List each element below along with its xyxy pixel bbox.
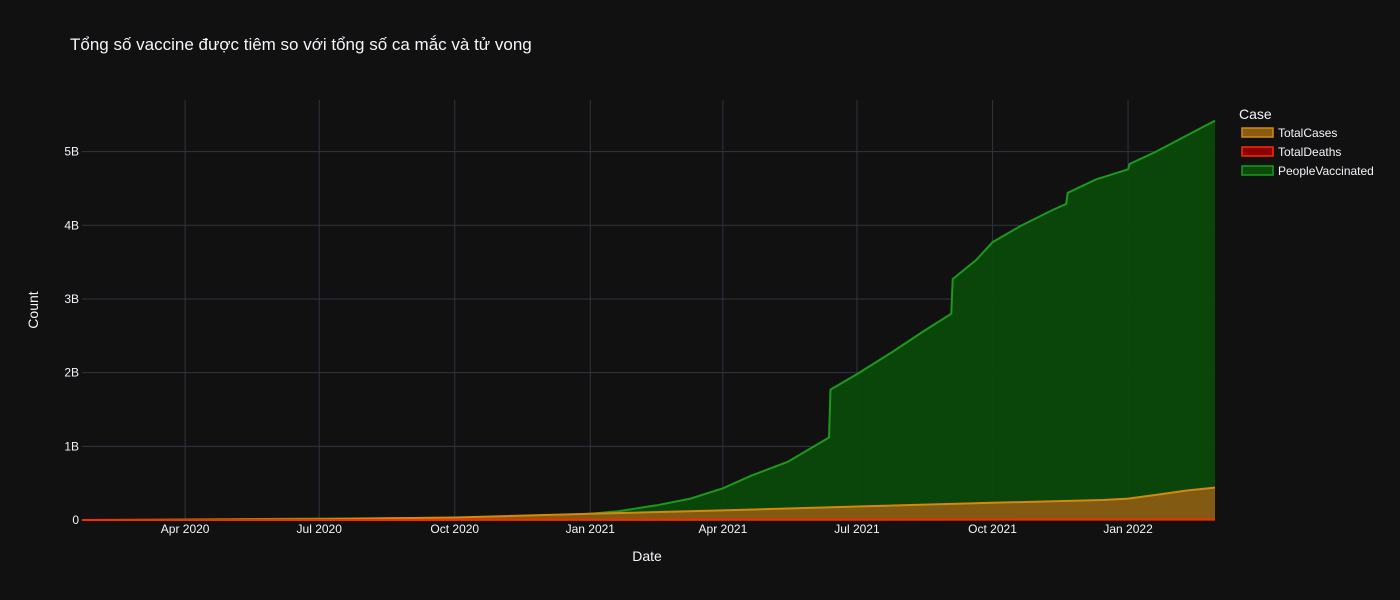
x-tick-label: Oct 2020 xyxy=(430,522,479,536)
x-tick-label: Jan 2022 xyxy=(1103,522,1153,536)
y-tick-label: 0 xyxy=(72,513,79,527)
area-totalcases xyxy=(82,487,1215,520)
y-tick-label: 4B xyxy=(64,218,79,232)
legend-swatch xyxy=(1241,165,1274,176)
legend-label: PeopleVaccinated xyxy=(1278,164,1374,178)
x-axis-ticks: Apr 2020 Jul 2020 Oct 2020 Jan 2021 Apr 2021… xyxy=(161,522,1153,536)
area-peoplevaccinated xyxy=(82,120,1215,520)
legend-item-totalcases[interactable]: TotalCases xyxy=(1241,126,1337,140)
x-tick-label: Apr 2020 xyxy=(161,522,210,536)
y-tick-label: 5B xyxy=(64,145,79,159)
y-axis-ticks: 0 1B 2B 3B 4B 5B xyxy=(64,145,79,527)
legend-swatch xyxy=(1241,127,1274,138)
legend-title: Case xyxy=(1239,106,1272,122)
chart-title: Tổng số vaccine được tiêm so với tổng số… xyxy=(70,35,532,54)
y-tick-label: 2B xyxy=(64,366,79,380)
legend-label: TotalCases xyxy=(1278,126,1337,140)
line-peoplevaccinated xyxy=(81,119,1216,521)
x-tick-label: Oct 2021 xyxy=(968,522,1017,536)
y-axis-title: Count xyxy=(25,291,41,328)
y-tick-label: 1B xyxy=(64,439,79,453)
legend-label: TotalDeaths xyxy=(1278,145,1341,159)
y-tick-label: 3B xyxy=(64,292,79,306)
legend-item-peoplevaccinated[interactable]: PeopleVaccinated xyxy=(1241,164,1374,178)
legend-swatch xyxy=(1241,146,1274,157)
legend-item-totaldeaths[interactable]: TotalDeaths xyxy=(1241,145,1341,159)
legend[interactable]: Case TotalCases TotalDeaths PeopleVaccinat… xyxy=(1239,106,1374,178)
x-axis-title: Date xyxy=(632,548,662,564)
x-tick-label: Apr 2021 xyxy=(699,522,748,536)
x-tick-label: Jan 2021 xyxy=(566,522,616,536)
x-tick-label: Jul 2020 xyxy=(297,522,343,536)
plot-area xyxy=(81,119,1216,521)
x-tick-label: Jul 2021 xyxy=(834,522,880,536)
